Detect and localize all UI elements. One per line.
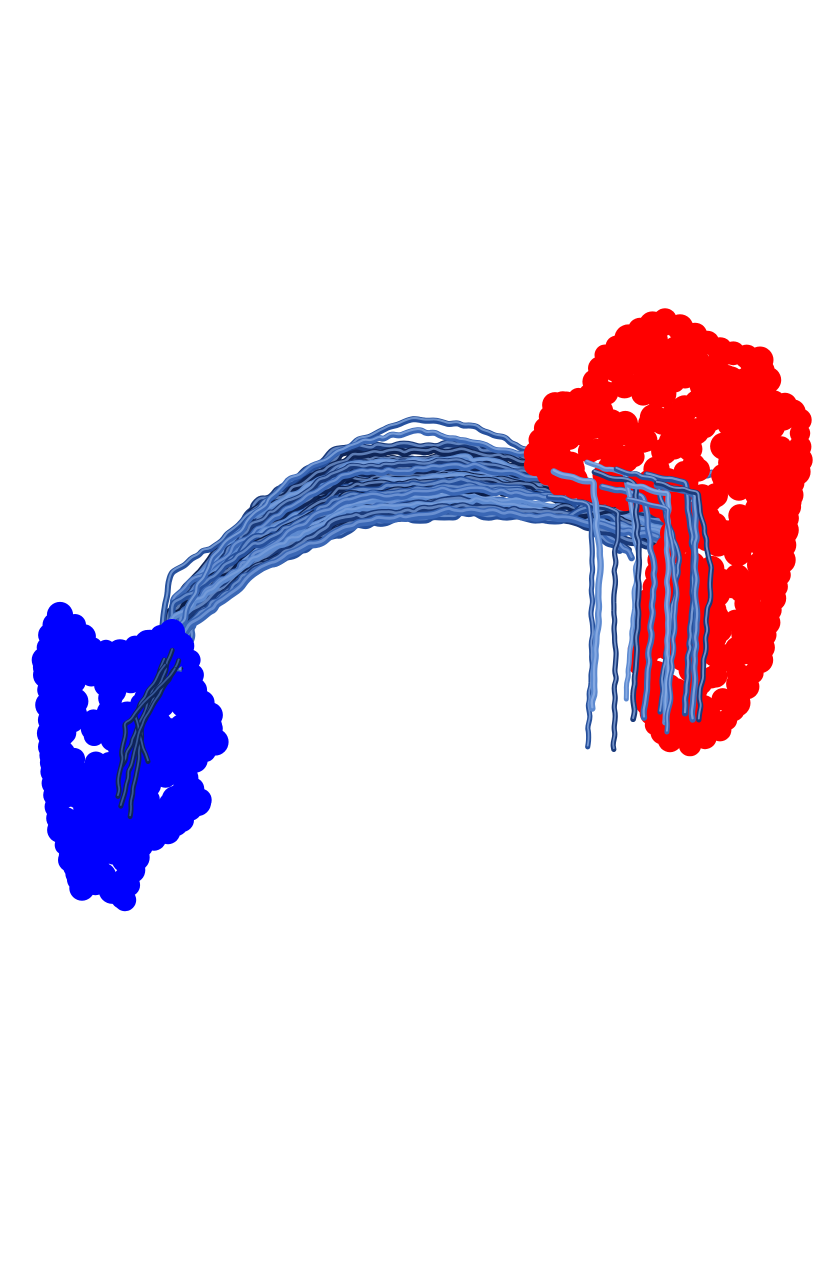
red-sphere <box>639 404 667 432</box>
red-sphere <box>715 645 741 671</box>
blue-sphere <box>106 672 128 694</box>
blue-sphere <box>157 718 183 744</box>
blue-sphere <box>79 663 103 687</box>
fiber-tract-highlight <box>552 469 602 709</box>
red-sphere <box>633 359 661 388</box>
red-sphere <box>715 395 744 423</box>
red-sphere <box>671 395 699 423</box>
red-sphere <box>702 572 727 597</box>
red-sphere <box>682 453 706 477</box>
red-sphere <box>611 371 638 399</box>
red-sphere <box>703 483 728 508</box>
red-sphere <box>585 438 608 461</box>
red-sphere <box>700 408 723 432</box>
fiber-tract-highlight <box>655 480 713 720</box>
red-sphere-cluster <box>523 308 813 757</box>
red-sphere <box>730 416 758 443</box>
blue-sphere <box>96 699 122 725</box>
red-sphere <box>747 551 775 579</box>
red-sphere <box>735 506 762 533</box>
red-sphere <box>673 362 695 383</box>
fiber-tract-highlight <box>655 483 699 720</box>
red-sphere <box>743 435 769 461</box>
fiber-tract-highlight <box>173 428 562 641</box>
fiber-tract-highlight <box>155 507 659 674</box>
red-sphere <box>718 449 744 476</box>
fiber-tract-highlight <box>117 667 176 797</box>
blue-sphere <box>147 799 169 821</box>
red-sphere <box>678 733 702 757</box>
red-sphere <box>658 430 682 453</box>
red-sphere <box>560 420 582 442</box>
blue-sphere <box>96 825 122 851</box>
fiber-tract-highlight <box>627 497 678 732</box>
blue-sphere <box>143 745 170 772</box>
red-sphere <box>691 354 715 378</box>
red-sphere <box>627 430 649 453</box>
red-sphere <box>753 469 777 493</box>
blue-sphere <box>89 869 111 891</box>
red-sphere <box>579 412 606 440</box>
red-sphere <box>735 583 762 609</box>
red-sphere <box>538 405 562 428</box>
blue-sphere <box>163 788 185 809</box>
blue-sphere <box>85 757 112 785</box>
fiber-tract-highlight <box>626 482 670 723</box>
red-sphere <box>732 528 759 555</box>
blue-sphere <box>80 716 105 741</box>
fiber-tract-highlight <box>577 499 619 750</box>
fiber-tract-highlight <box>601 484 656 718</box>
fiber-tract-bundle-front <box>115 459 714 820</box>
red-sphere <box>720 366 743 389</box>
blue-sphere <box>92 783 113 804</box>
blue-sphere <box>42 612 68 638</box>
red-sphere <box>612 410 638 437</box>
red-sphere <box>705 531 731 557</box>
